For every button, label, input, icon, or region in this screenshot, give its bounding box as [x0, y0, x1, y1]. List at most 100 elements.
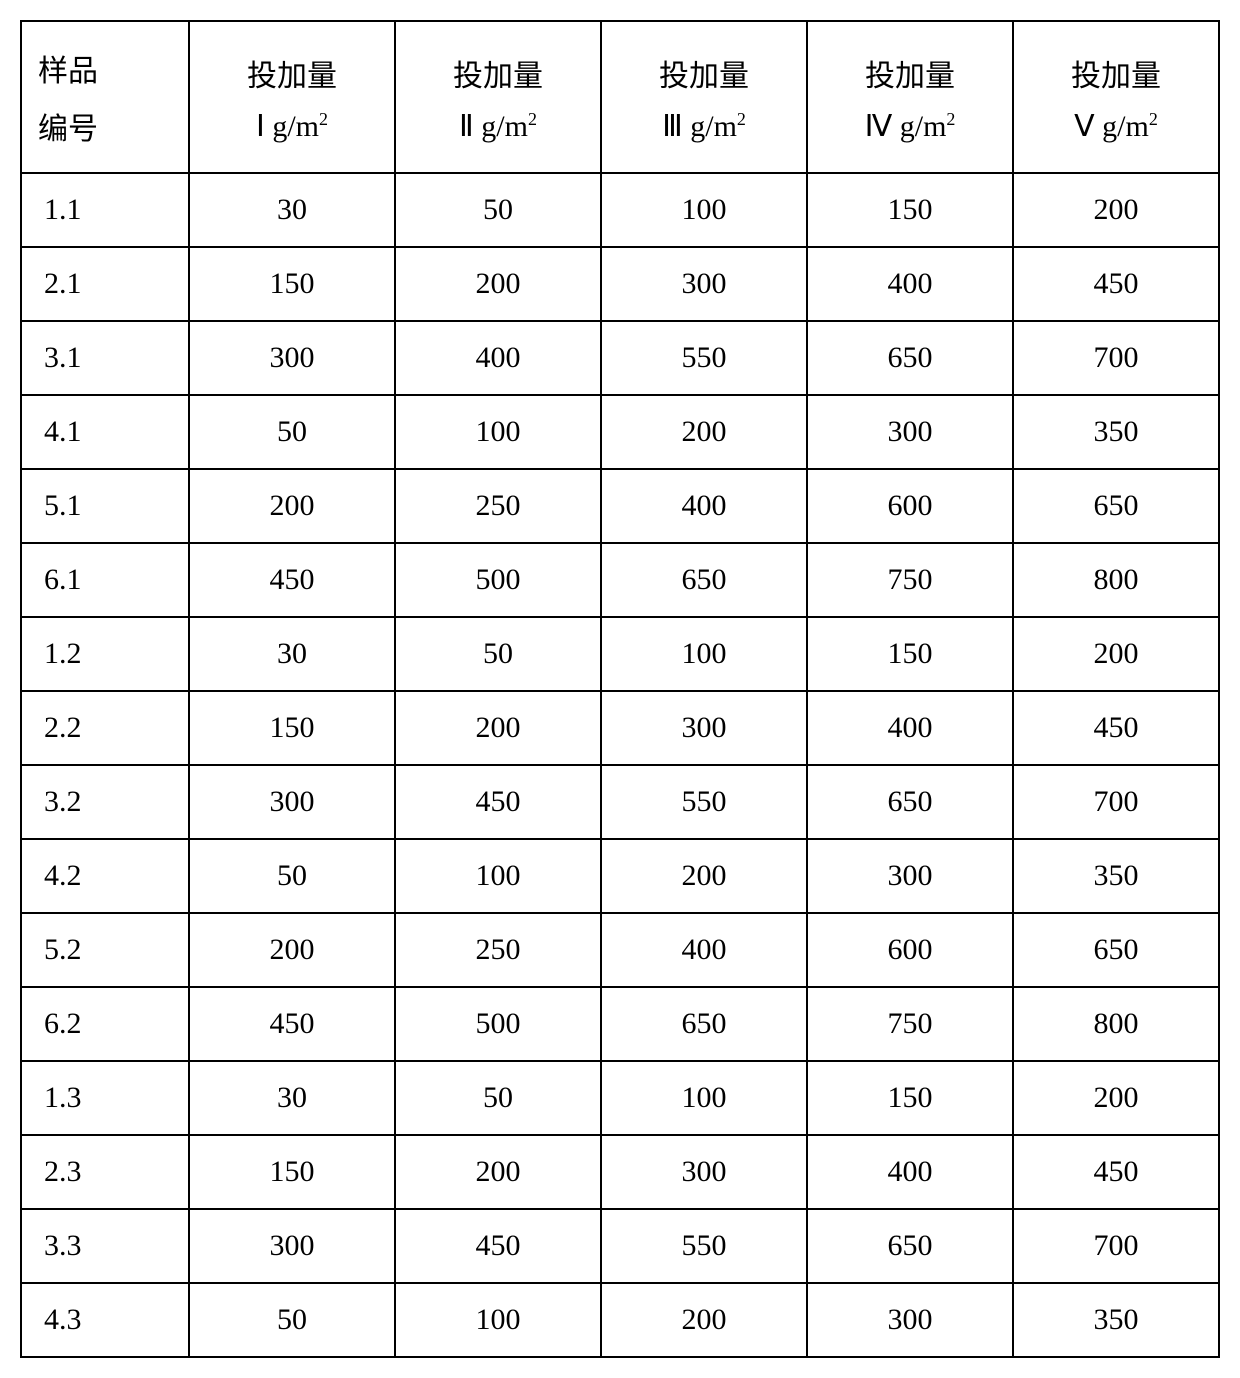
sample-id-cell: 4.3	[21, 1283, 189, 1357]
sample-id-cell: 2.2	[21, 691, 189, 765]
value-cell: 300	[189, 321, 395, 395]
value-cell: 250	[395, 913, 601, 987]
value-cell: 200	[601, 839, 807, 913]
value-cell: 550	[601, 765, 807, 839]
value-cell: 750	[807, 987, 1013, 1061]
sample-id-cell: 4.2	[21, 839, 189, 913]
value-cell: 450	[1013, 247, 1219, 321]
header-line1: 投加量	[659, 51, 749, 95]
value-cell: 100	[601, 173, 807, 247]
value-cell: 100	[395, 1283, 601, 1357]
value-cell: 300	[807, 1283, 1013, 1357]
value-cell: 350	[1013, 839, 1219, 913]
header-line2: Ⅴ g/m2	[1074, 109, 1158, 144]
value-cell: 500	[395, 543, 601, 617]
header-row: 样品 编号 投加量 Ⅰ g/m2 投加量 Ⅱ g/m2 投加量 Ⅲ	[21, 21, 1219, 173]
table-row: 3.2300450550650700	[21, 765, 1219, 839]
sample-id-cell: 1.3	[21, 1061, 189, 1135]
header-cell-dose-4: 投加量 Ⅳ g/m2	[807, 21, 1013, 173]
table-row: 1.13050100150200	[21, 173, 1219, 247]
table-row: 5.1200250400600650	[21, 469, 1219, 543]
sample-id-cell: 6.1	[21, 543, 189, 617]
value-cell: 700	[1013, 321, 1219, 395]
table-row: 3.3300450550650700	[21, 1209, 1219, 1283]
header-line1: 样品	[38, 46, 98, 90]
table-row: 2.1150200300400450	[21, 247, 1219, 321]
value-cell: 200	[1013, 617, 1219, 691]
table-row: 6.2450500650750800	[21, 987, 1219, 1061]
value-cell: 600	[807, 913, 1013, 987]
value-cell: 50	[395, 617, 601, 691]
value-cell: 400	[601, 913, 807, 987]
value-cell: 700	[1013, 765, 1219, 839]
sample-id-cell: 5.1	[21, 469, 189, 543]
value-cell: 300	[807, 839, 1013, 913]
value-cell: 650	[601, 543, 807, 617]
table-body: 1.130501001502002.11502003004004503.1300…	[21, 173, 1219, 1357]
sample-id-cell: 3.2	[21, 765, 189, 839]
value-cell: 150	[189, 1135, 395, 1209]
value-cell: 400	[807, 691, 1013, 765]
sample-id-cell: 3.3	[21, 1209, 189, 1283]
table-row: 1.23050100150200	[21, 617, 1219, 691]
sample-id-cell: 4.1	[21, 395, 189, 469]
value-cell: 50	[189, 839, 395, 913]
value-cell: 200	[601, 1283, 807, 1357]
value-cell: 50	[189, 1283, 395, 1357]
value-cell: 450	[189, 987, 395, 1061]
table-row: 3.1300400550650700	[21, 321, 1219, 395]
value-cell: 750	[807, 543, 1013, 617]
value-cell: 30	[189, 617, 395, 691]
table-row: 4.150100200300350	[21, 395, 1219, 469]
value-cell: 800	[1013, 987, 1219, 1061]
header-line1: 投加量	[453, 51, 543, 95]
table-row: 2.3150200300400450	[21, 1135, 1219, 1209]
value-cell: 50	[395, 1061, 601, 1135]
value-cell: 300	[601, 247, 807, 321]
value-cell: 400	[395, 321, 601, 395]
header-line2: 编号	[38, 104, 98, 148]
value-cell: 350	[1013, 1283, 1219, 1357]
header-line2: Ⅱ g/m2	[459, 109, 537, 144]
value-cell: 30	[189, 1061, 395, 1135]
value-cell: 100	[395, 395, 601, 469]
value-cell: 650	[807, 321, 1013, 395]
header-cell-dose-3: 投加量 Ⅲ g/m2	[601, 21, 807, 173]
value-cell: 600	[807, 469, 1013, 543]
value-cell: 200	[189, 469, 395, 543]
table-header: 样品 编号 投加量 Ⅰ g/m2 投加量 Ⅱ g/m2 投加量 Ⅲ	[21, 21, 1219, 173]
value-cell: 50	[189, 395, 395, 469]
value-cell: 200	[189, 913, 395, 987]
value-cell: 100	[601, 617, 807, 691]
value-cell: 800	[1013, 543, 1219, 617]
value-cell: 150	[807, 1061, 1013, 1135]
header-cell-sample: 样品 编号	[21, 21, 189, 173]
value-cell: 350	[1013, 395, 1219, 469]
value-cell: 250	[395, 469, 601, 543]
value-cell: 650	[807, 765, 1013, 839]
value-cell: 550	[601, 321, 807, 395]
value-cell: 200	[1013, 173, 1219, 247]
value-cell: 500	[395, 987, 601, 1061]
value-cell: 100	[395, 839, 601, 913]
value-cell: 400	[807, 1135, 1013, 1209]
header-line2: Ⅳ g/m2	[865, 109, 956, 144]
table-row: 6.1450500650750800	[21, 543, 1219, 617]
header-line2: Ⅰ g/m2	[256, 109, 328, 144]
value-cell: 300	[189, 1209, 395, 1283]
value-cell: 50	[395, 173, 601, 247]
value-cell: 650	[601, 987, 807, 1061]
table-row: 4.350100200300350	[21, 1283, 1219, 1357]
value-cell: 400	[601, 469, 807, 543]
header-line1: 投加量	[1071, 51, 1161, 95]
header-line1: 投加量	[247, 51, 337, 95]
sample-id-cell: 1.1	[21, 173, 189, 247]
value-cell: 450	[1013, 691, 1219, 765]
header-cell-dose-2: 投加量 Ⅱ g/m2	[395, 21, 601, 173]
value-cell: 450	[395, 1209, 601, 1283]
table-row: 4.250100200300350	[21, 839, 1219, 913]
value-cell: 700	[1013, 1209, 1219, 1283]
value-cell: 200	[395, 1135, 601, 1209]
data-table: 样品 编号 投加量 Ⅰ g/m2 投加量 Ⅱ g/m2 投加量 Ⅲ	[20, 20, 1220, 1358]
value-cell: 200	[395, 247, 601, 321]
